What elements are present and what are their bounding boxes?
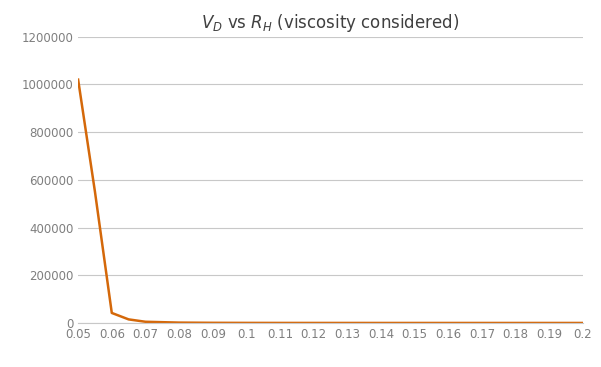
Title: $V_D$ vs $R_H$ (viscosity considered): $V_D$ vs $R_H$ (viscosity considered): [201, 12, 460, 34]
